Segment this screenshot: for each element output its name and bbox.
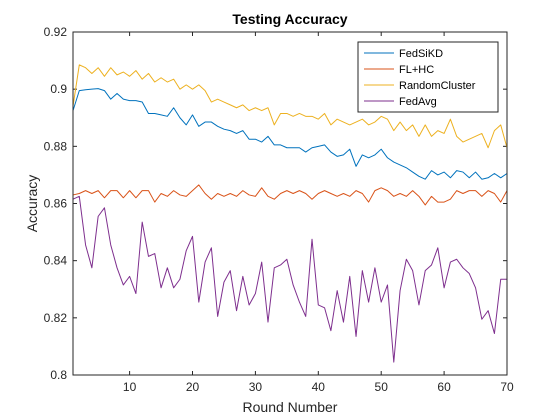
legend-label: FL+HC	[399, 64, 434, 76]
series-lines	[72, 64, 508, 363]
x-tick-label: 50	[375, 380, 389, 394]
x-tick-label: 30	[249, 380, 263, 394]
x-tick-label: 10	[123, 380, 137, 394]
y-tick-label: 0.88	[44, 139, 68, 153]
plot-frame	[72, 31, 508, 376]
y-tick-label: 0.82	[44, 311, 68, 325]
series-line-fl-hc	[72, 184, 508, 206]
y-tick-label: 0.92	[44, 25, 68, 39]
legend-label: FedAvg	[399, 96, 437, 108]
y-tick-label: 0.9	[50, 82, 67, 96]
y-tick-label: 0.86	[44, 197, 68, 211]
x-axis-label: Round Number	[243, 399, 338, 415]
x-tick-label: 70	[500, 380, 514, 394]
x-tick-label: 60	[437, 380, 451, 394]
x-tick-label: 40	[312, 380, 326, 394]
chart-title: Testing Accuracy	[232, 11, 347, 27]
series-line-fedsikd	[72, 88, 508, 180]
y-tick-label: 0.8	[50, 368, 67, 382]
axis-ticks: 10 20 30 40 50 60 70 0.8 0.82 0.84 0.86 0.88 0.9 0.92	[44, 25, 514, 394]
legend-box	[357, 41, 499, 113]
legend-label: RandomCluster	[399, 80, 476, 92]
series-line-randomcluster	[72, 64, 508, 149]
y-axis-label: Accuracy	[24, 175, 40, 233]
legend-label: FedSiKD	[399, 48, 443, 60]
x-tick-label: 20	[186, 380, 200, 394]
series-line-fedavg	[72, 195, 507, 363]
y-tick-label: 0.84	[44, 254, 68, 268]
legend: FedSiKD FL+HC RandomCluster FedAvg	[357, 41, 499, 113]
